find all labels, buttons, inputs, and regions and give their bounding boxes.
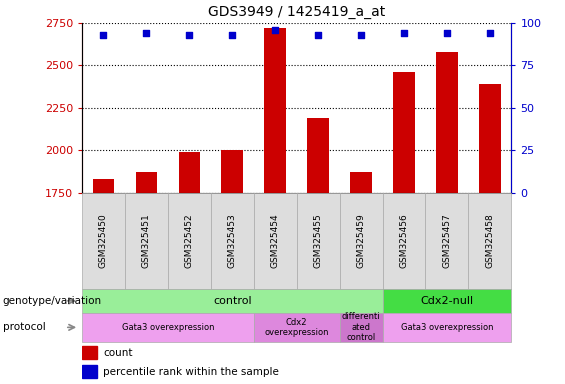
Text: GSM325459: GSM325459 <box>357 214 366 268</box>
FancyBboxPatch shape <box>383 313 511 342</box>
FancyBboxPatch shape <box>340 193 383 289</box>
Point <box>314 32 323 38</box>
FancyBboxPatch shape <box>211 193 254 289</box>
Bar <box>179 152 200 384</box>
FancyBboxPatch shape <box>82 193 125 289</box>
Text: GSM325453: GSM325453 <box>228 214 237 268</box>
Text: control: control <box>213 296 251 306</box>
FancyBboxPatch shape <box>383 193 425 289</box>
Text: differenti
ated
control: differenti ated control <box>342 313 380 342</box>
FancyBboxPatch shape <box>254 313 340 342</box>
Text: Gata3 overexpression: Gata3 overexpression <box>121 323 214 332</box>
Text: Gata3 overexpression: Gata3 overexpression <box>401 323 493 332</box>
Text: GSM325451: GSM325451 <box>142 214 151 268</box>
Text: GSM325454: GSM325454 <box>271 214 280 268</box>
FancyBboxPatch shape <box>297 193 340 289</box>
Point <box>485 30 494 36</box>
Point <box>185 32 194 38</box>
Point <box>142 30 151 36</box>
Bar <box>221 150 243 384</box>
Bar <box>93 179 114 384</box>
FancyBboxPatch shape <box>125 193 168 289</box>
Text: GSM325458: GSM325458 <box>485 214 494 268</box>
Bar <box>136 172 157 384</box>
Point <box>99 32 108 38</box>
Title: GDS3949 / 1425419_a_at: GDS3949 / 1425419_a_at <box>208 5 385 19</box>
Point <box>271 27 280 33</box>
Text: genotype/variation: genotype/variation <box>3 296 102 306</box>
Text: GSM325456: GSM325456 <box>399 214 408 268</box>
Text: GSM325452: GSM325452 <box>185 214 194 268</box>
Bar <box>393 72 415 384</box>
FancyBboxPatch shape <box>468 193 511 289</box>
Point <box>228 32 237 38</box>
Text: protocol: protocol <box>3 322 46 333</box>
Text: GSM325457: GSM325457 <box>442 214 451 268</box>
Bar <box>350 172 372 384</box>
Point <box>357 32 366 38</box>
FancyBboxPatch shape <box>254 193 297 289</box>
FancyBboxPatch shape <box>425 193 468 289</box>
Text: GSM325455: GSM325455 <box>314 214 323 268</box>
FancyBboxPatch shape <box>340 313 383 342</box>
Bar <box>436 52 458 384</box>
FancyBboxPatch shape <box>82 313 254 342</box>
Text: percentile rank within the sample: percentile rank within the sample <box>103 367 279 377</box>
Text: Cdx2-null: Cdx2-null <box>420 296 473 306</box>
Bar <box>82 365 97 378</box>
Text: Cdx2
overexpression: Cdx2 overexpression <box>264 318 329 337</box>
Bar <box>307 118 329 384</box>
FancyBboxPatch shape <box>168 193 211 289</box>
Bar <box>479 84 501 384</box>
Bar <box>82 346 97 359</box>
Text: GSM325450: GSM325450 <box>99 214 108 268</box>
FancyBboxPatch shape <box>383 289 511 313</box>
Text: count: count <box>103 348 133 358</box>
Point <box>399 30 408 36</box>
FancyBboxPatch shape <box>82 289 383 313</box>
Point <box>442 30 451 36</box>
Bar <box>264 28 286 384</box>
